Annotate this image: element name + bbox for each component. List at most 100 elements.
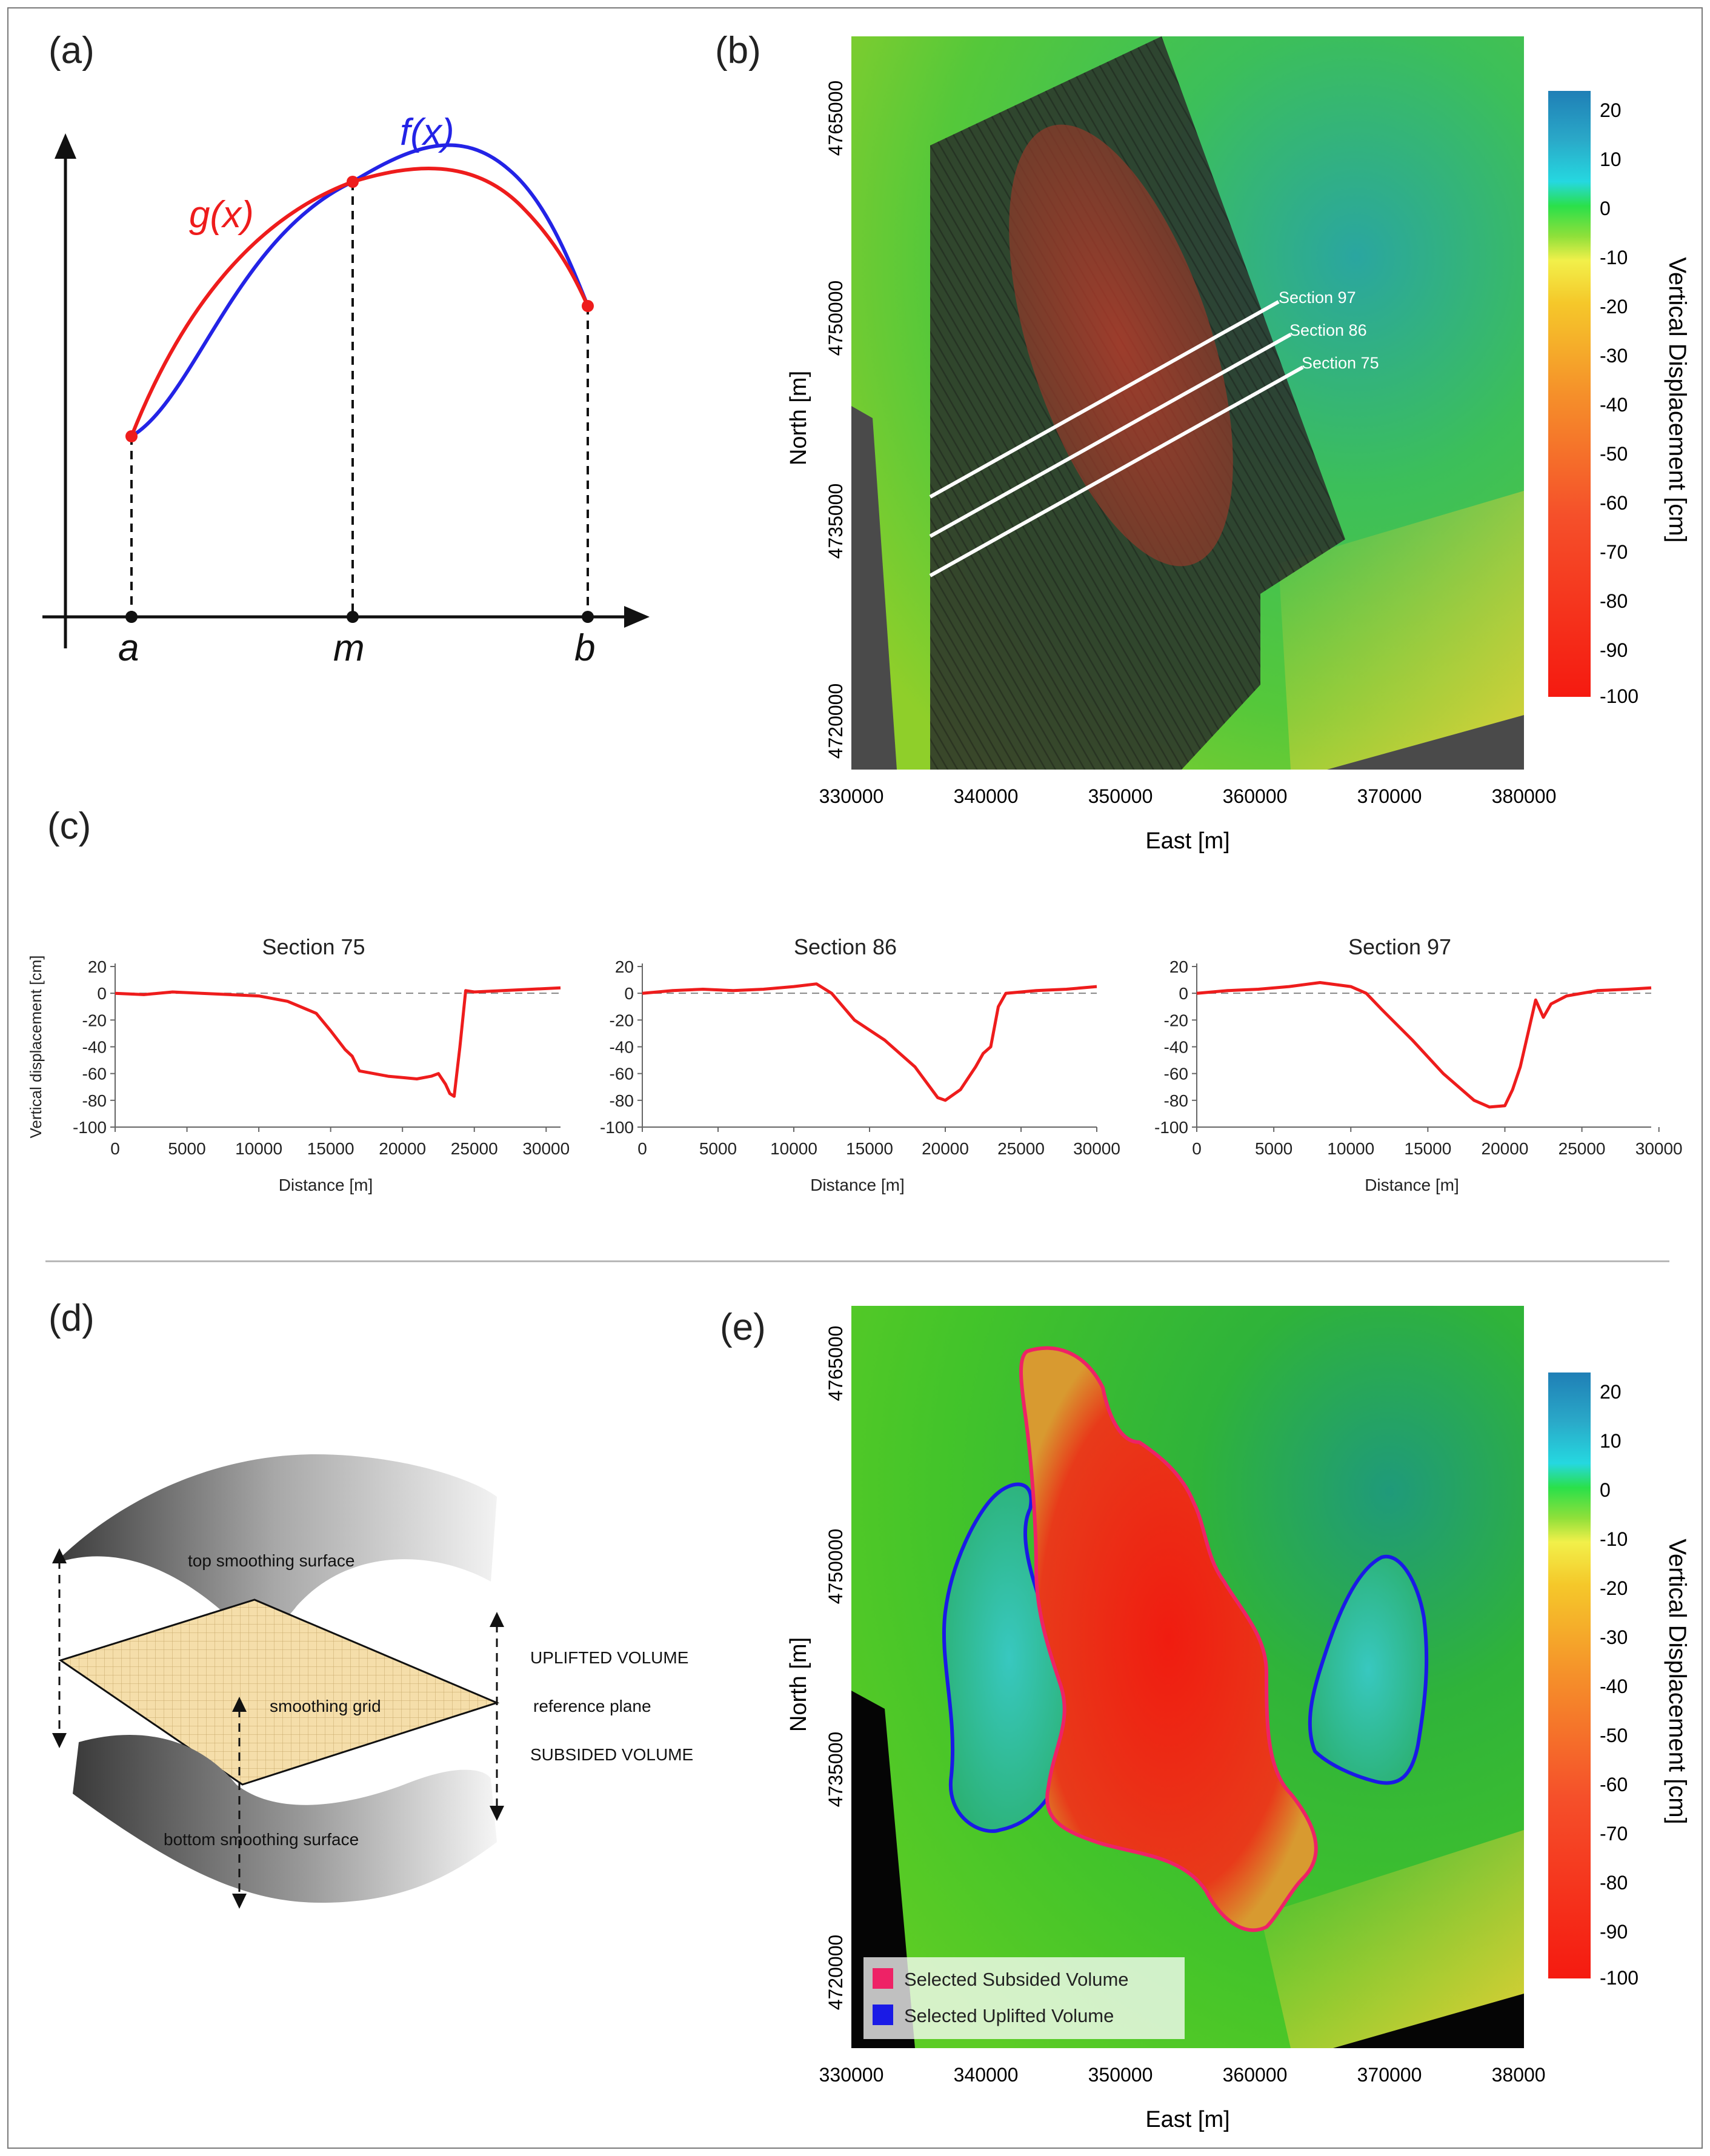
x-tick-label: 20000 xyxy=(379,1139,426,1158)
x-tick-label: 10000 xyxy=(770,1139,817,1158)
b-xtick-3: 360000 xyxy=(1223,785,1288,807)
b-ytick-0: 4765000 xyxy=(825,81,847,156)
no-data-left xyxy=(851,406,897,770)
e-xtick-4: 370000 xyxy=(1357,2064,1422,2086)
x-axis-title: Distance [m] xyxy=(279,1176,373,1194)
cb-tick-8: -60 xyxy=(1600,492,1628,514)
chart-title: Section 86 xyxy=(794,934,897,959)
colorbar-gradient xyxy=(1548,91,1591,697)
subsidence-zone xyxy=(1009,124,1233,567)
cb-e-tick-4: -20 xyxy=(1600,1577,1628,1599)
top-smoothing-surface xyxy=(55,1454,497,1632)
x-tick-label: 5000 xyxy=(699,1139,737,1158)
y-tick-label: -100 xyxy=(600,1118,634,1137)
label-point-a: a xyxy=(118,627,139,669)
y-tick-label: 0 xyxy=(624,984,634,1003)
chart-title: Section 97 xyxy=(1348,934,1451,959)
y-axis-title: Vertical displacement [cm] xyxy=(27,955,45,1138)
x-tick-label: 25000 xyxy=(997,1139,1045,1158)
y-tick-label: 0 xyxy=(1179,984,1188,1003)
panel-e-map: Selected Subsided Volume Selected Uplift… xyxy=(786,1306,1545,2132)
bottom-smoothing-surface xyxy=(73,1735,497,1903)
panel-d-diagram: top smoothing surface smoothing grid bot… xyxy=(52,1454,693,1909)
legend-box xyxy=(863,1957,1185,2039)
subsided-region xyxy=(1019,1346,1318,1932)
displacement-series-line xyxy=(642,982,1097,1102)
reference-plane-label: reference plane xyxy=(533,1697,651,1715)
label-f: f(x) xyxy=(400,115,454,153)
x-tick-label: 5000 xyxy=(168,1139,205,1158)
x-tick-label: 30000 xyxy=(1635,1139,1683,1158)
smoothing-grid-label: smoothing grid xyxy=(270,1697,381,1715)
curve-g xyxy=(130,166,590,438)
e-ytick-0: 4765000 xyxy=(825,1326,847,1402)
no-data-bottom-right-e xyxy=(1333,1994,1524,2048)
y-tick-label: 0 xyxy=(97,984,107,1003)
b-ytick-3: 4720000 xyxy=(825,684,847,759)
section-97-chart: 200-20-40-60-80-1000 5000 10000 15000 20000 2… xyxy=(1154,934,1683,1194)
cb-tick-7: -50 xyxy=(1600,443,1628,465)
y-tick-label: -100 xyxy=(1154,1118,1188,1137)
no-data-bottom-right xyxy=(1327,715,1524,770)
cb-e-tick-7: -50 xyxy=(1600,1725,1628,1746)
point-b-curve xyxy=(582,300,594,312)
legend-swatch-uplifted xyxy=(873,2005,893,2025)
cb-e-tick-10: -80 xyxy=(1600,1872,1628,1894)
section-75-line xyxy=(929,365,1304,577)
b-ytick-1: 4750000 xyxy=(825,281,847,356)
panel-a-diagram: f(x) g(x) a m b xyxy=(42,115,650,669)
point-a-curve xyxy=(125,430,138,442)
terrain-yellow-zone-e xyxy=(1260,1830,1524,2048)
point-m-curve xyxy=(347,176,359,188)
e-xtick-2: 350000 xyxy=(1088,2064,1153,2086)
x-tick-label: 5000 xyxy=(1255,1139,1292,1158)
x-tick-label: 0 xyxy=(637,1139,647,1158)
cb-tick-2: 0 xyxy=(1600,198,1611,219)
panel-label-b: (b) xyxy=(715,30,761,72)
e-xtick-0: 330000 xyxy=(819,2064,884,2086)
y-tick-label: -20 xyxy=(610,1011,634,1030)
y-axis-arrow-icon xyxy=(55,133,76,159)
b-x-axis-label: East [m] xyxy=(1145,828,1229,854)
section-75-chart: 200-20-40-60-80-1000 5000 10000 15000 20000 2… xyxy=(27,934,570,1194)
x-tick-label: 30000 xyxy=(1073,1139,1120,1158)
section-97-line xyxy=(929,300,1280,499)
cb-e-tick-8: -60 xyxy=(1600,1774,1628,1795)
cb-e-tick-12: -100 xyxy=(1600,1967,1638,1989)
x-tick-label: 15000 xyxy=(1404,1139,1451,1158)
b-xtick-5: 380000 xyxy=(1492,785,1557,807)
e-y-axis-label: North [m] xyxy=(786,1637,811,1732)
panel-label-a: (a) xyxy=(48,30,95,72)
cb-tick-0: 20 xyxy=(1600,99,1622,121)
x-tick-label: 30000 xyxy=(522,1139,570,1158)
section-97-label: Section 97 xyxy=(1279,288,1356,307)
x-tick-label: 10000 xyxy=(235,1139,282,1158)
b-xtick-1: 340000 xyxy=(954,785,1019,807)
y-tick-label: -40 xyxy=(82,1038,107,1057)
cb-e-tick-0: 20 xyxy=(1600,1381,1622,1403)
e-xtick-1: 340000 xyxy=(954,2064,1019,2086)
x-tick-label: 20000 xyxy=(922,1139,969,1158)
y-tick-label: -20 xyxy=(82,1011,107,1030)
panel-divider xyxy=(45,1260,1669,1262)
x-tick-label: 10000 xyxy=(1327,1139,1374,1158)
y-tick-label: -80 xyxy=(1164,1091,1188,1110)
figure-frame xyxy=(7,7,1703,2149)
y-tick-label: 20 xyxy=(615,957,634,976)
y-tick-label: 20 xyxy=(1169,957,1188,976)
right-down-arrow-icon xyxy=(490,1806,504,1821)
point-b-axis xyxy=(582,611,594,623)
b-xtick-0: 330000 xyxy=(819,785,884,807)
x-axis-title: Distance [m] xyxy=(810,1176,905,1194)
x-tick-label: 25000 xyxy=(1559,1139,1606,1158)
panel-label-e: (e) xyxy=(720,1306,766,1348)
cb-title: Vertical Displacement [cm] xyxy=(1664,257,1691,542)
cb-e-title: Vertical Displacement [cm] xyxy=(1664,1539,1691,1824)
section-75-label: Section 75 xyxy=(1302,354,1379,372)
legend-label-subsided: Selected Subsided Volume xyxy=(904,1969,1129,1990)
b-y-axis-label: North [m] xyxy=(786,371,811,465)
label-g: g(x) xyxy=(189,194,254,236)
colorbar-b: 20 10 0 -10 -20 -30 -40 -50 -60 -70 -80 … xyxy=(1548,91,1691,707)
cb-tick-12: -100 xyxy=(1600,685,1638,707)
section-86-label: Section 86 xyxy=(1289,321,1367,339)
